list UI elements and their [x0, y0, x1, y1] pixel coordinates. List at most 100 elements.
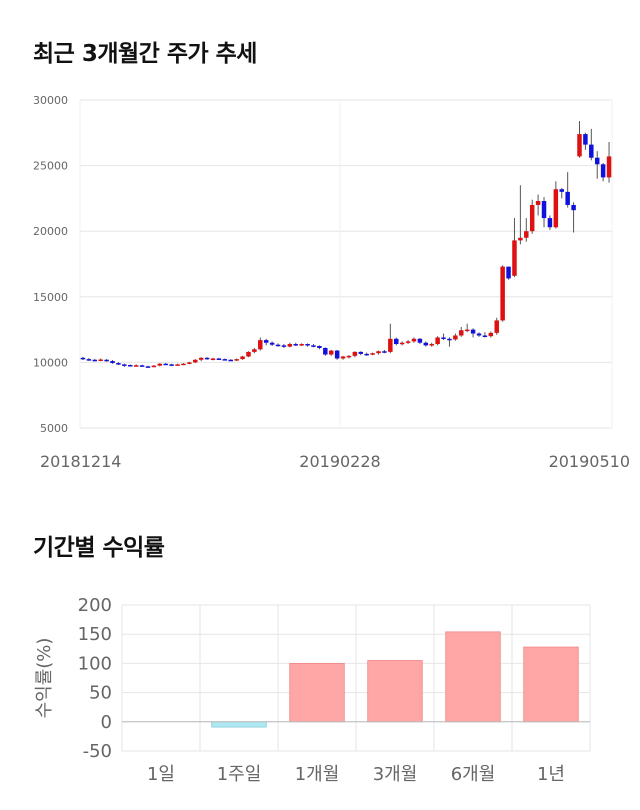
candle-body	[529, 204, 535, 232]
candle-body	[252, 349, 257, 352]
y-tick-label: 25000	[33, 160, 68, 173]
candle-body	[110, 361, 115, 364]
candle-body	[340, 356, 346, 359]
candle-body	[470, 329, 476, 334]
candle-body	[234, 359, 239, 361]
return-bar	[523, 646, 579, 723]
candle-body	[441, 337, 446, 339]
x-tick-label: 1년	[537, 764, 565, 785]
price-candlestick-chart: 30000 25000 20000 15000 10000 5000 20181214 201…	[33, 94, 630, 471]
candle-body	[535, 201, 541, 205]
candle-body	[80, 357, 86, 360]
x-tick-label: 1일	[147, 764, 175, 785]
candle-body	[506, 266, 511, 279]
candle-body	[464, 329, 470, 332]
y-tick-label: 15000	[33, 291, 68, 304]
candle-body	[541, 201, 547, 219]
candle-body	[500, 266, 505, 321]
candle-body	[589, 144, 594, 158]
candle-body	[104, 359, 109, 362]
candle-body	[518, 237, 523, 241]
candle-body	[139, 365, 145, 367]
candle-body	[246, 351, 251, 357]
candle-body	[299, 344, 304, 346]
candle-body	[435, 337, 440, 345]
y-tick-label: 0	[101, 712, 112, 733]
candle-body	[411, 338, 417, 342]
candle-body	[447, 338, 452, 341]
return-bar	[445, 631, 501, 723]
candle-body	[559, 189, 565, 192]
x-tick-label: 20190510	[549, 452, 630, 471]
candle-body	[393, 338, 399, 345]
candle-body	[305, 344, 310, 346]
candle-body	[187, 362, 192, 364]
candle-body	[423, 342, 429, 346]
candle-body	[376, 351, 381, 354]
candle-body	[358, 351, 364, 354]
candle-body	[222, 359, 228, 361]
return-bar	[289, 663, 345, 723]
candle-body	[216, 358, 222, 360]
candle-body	[346, 355, 352, 358]
candle-body	[429, 344, 434, 346]
candle-body	[399, 342, 405, 345]
x-tick-label: 1주일	[217, 764, 262, 785]
candle-body	[145, 366, 151, 368]
candle-body	[204, 357, 210, 360]
candle-body	[263, 340, 269, 343]
x-tick-label: 6개월	[451, 764, 496, 785]
candle-body	[228, 359, 233, 362]
candle-body	[352, 351, 358, 356]
candle-body	[382, 351, 387, 353]
y-axis-title: 수익률(%)	[34, 638, 55, 719]
candle-body	[547, 218, 553, 228]
candle-body	[388, 338, 393, 352]
candle-body	[287, 344, 293, 347]
candle-body	[281, 345, 287, 347]
candle-body	[198, 357, 204, 360]
candle-body	[553, 189, 559, 228]
candle-body	[163, 363, 168, 366]
price-trend-title: 최근 3개월간 주가 추세	[33, 41, 257, 67]
candle-body	[405, 341, 411, 343]
candle-body	[512, 240, 517, 276]
candle-body	[453, 335, 458, 340]
candle-body	[157, 363, 163, 366]
y-tick-label: 150	[78, 624, 112, 645]
y-tick-label: -50	[83, 741, 112, 762]
candle-body	[210, 358, 216, 360]
x-tick-label: 20181214	[40, 452, 121, 471]
candle-body	[571, 204, 576, 211]
candle-body	[193, 359, 198, 363]
y-tick-label: 100	[78, 653, 112, 674]
candle-body	[565, 191, 570, 205]
candle-body	[417, 338, 423, 343]
candle-body	[175, 364, 180, 366]
candle-body	[116, 363, 121, 365]
candle-body	[169, 364, 174, 366]
y-tick-label: 50	[89, 683, 112, 704]
candle-body	[476, 333, 482, 336]
y-tick-label: 10000	[33, 356, 68, 369]
candle-body	[577, 134, 582, 157]
y-tick-label: 20000	[33, 225, 68, 238]
candle-body	[317, 346, 322, 348]
x-tick-label: 20190228	[299, 452, 380, 471]
candle-body	[524, 231, 529, 238]
candle-body	[459, 330, 464, 336]
candle-body	[275, 344, 281, 347]
candle-body	[606, 156, 612, 178]
y-tick-label: 5000	[40, 422, 68, 435]
candle-body	[258, 340, 263, 350]
return-bar	[367, 660, 423, 723]
candle-body	[323, 347, 328, 355]
candle-body	[127, 365, 133, 367]
x-tick-label: 1개월	[295, 764, 340, 785]
candle-body	[334, 350, 340, 359]
candle-body	[92, 359, 98, 362]
x-tick-label: 3개월	[373, 764, 418, 785]
candle-body	[293, 344, 299, 346]
candle-body	[151, 365, 157, 368]
